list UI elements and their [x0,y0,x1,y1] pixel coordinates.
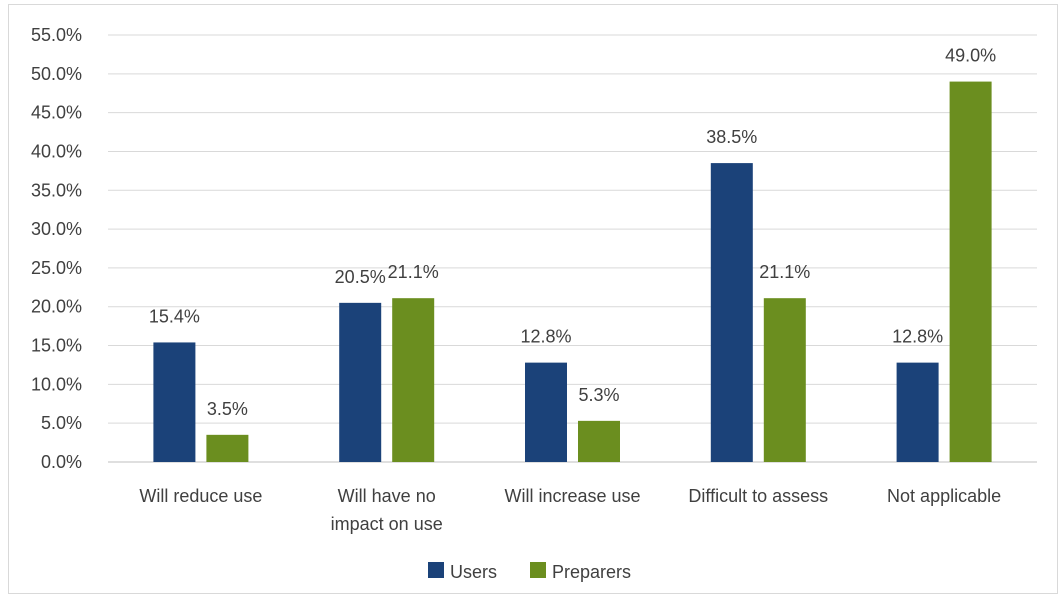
y-tick-label: 15.0% [31,336,82,356]
data-label: 3.5% [207,399,248,419]
y-tick-label: 35.0% [31,180,82,200]
y-tick-label: 30.0% [31,219,82,239]
bar-users [339,302,382,462]
bar-users [710,163,753,462]
bar-preparers [763,298,806,462]
y-tick-label: 50.0% [31,64,82,84]
y-tick-label: 40.0% [31,141,82,161]
y-tick-label: 25.0% [31,258,82,278]
x-category-label: impact on use [331,514,443,534]
y-tick-label: 0.0% [41,452,82,472]
data-label: 21.1% [388,262,439,282]
x-category-label: Difficult to assess [688,486,828,506]
legend-swatch-users [428,562,444,578]
bar-preparers [392,298,435,462]
bar-users [153,342,196,462]
x-category-label: Not applicable [887,486,1001,506]
y-tick-label: 45.0% [31,103,82,123]
y-tick-label: 20.0% [31,297,82,317]
y-tick-label: 5.0% [41,413,82,433]
y-tick-label: 55.0% [31,25,82,45]
chart-frame [8,4,1058,594]
bar-preparers [578,420,620,462]
x-category-label: Will reduce use [139,486,262,506]
data-label: 38.5% [706,127,757,147]
bar-users [896,362,939,462]
data-label: 12.8% [892,327,943,347]
data-label: 49.0% [945,46,996,66]
data-label: 21.1% [759,262,810,282]
bar-preparers [206,434,249,462]
data-label: 5.3% [578,385,619,405]
y-tick-label: 10.0% [31,374,82,394]
x-category-label: Will have no [338,486,436,506]
legend-swatch-preparers [530,562,546,578]
legend-label: Users [450,562,497,582]
bar-preparers [949,81,992,462]
data-label: 12.8% [520,327,571,347]
data-label: 15.4% [149,306,200,326]
data-label: 20.5% [335,267,386,287]
x-category-label: Will increase use [504,486,640,506]
bar-users [525,362,567,462]
legend-label: Preparers [552,562,631,582]
